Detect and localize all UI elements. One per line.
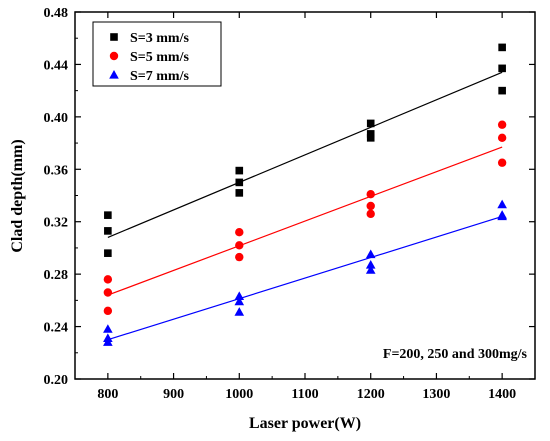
data-point bbox=[234, 307, 245, 316]
data-points bbox=[103, 43, 507, 346]
data-point bbox=[366, 201, 375, 211]
y-tick-label: 0.32 bbox=[44, 216, 69, 231]
fit-line bbox=[107, 71, 503, 238]
data-point bbox=[366, 119, 375, 128]
x-tick-label: 900 bbox=[163, 387, 184, 402]
data-point bbox=[235, 166, 244, 175]
data-point bbox=[498, 86, 506, 95]
x-tick-label: 1100 bbox=[291, 387, 318, 402]
data-point bbox=[103, 288, 113, 297]
legend-marker bbox=[109, 51, 119, 61]
x-tick-label: 1300 bbox=[422, 387, 450, 402]
data-point bbox=[235, 252, 244, 262]
y-tick-label: 0.40 bbox=[44, 111, 69, 126]
fit-line bbox=[107, 146, 503, 296]
x-tick-label: 1400 bbox=[488, 387, 516, 402]
x-axis-title: Laser power(W) bbox=[249, 415, 361, 432]
data-point bbox=[235, 178, 244, 187]
y-axis-title: Clad depth(mm) bbox=[9, 139, 26, 252]
data-point bbox=[104, 249, 112, 257]
data-point bbox=[365, 259, 376, 269]
annotation-text: F=200, 250 and 300mg/s bbox=[383, 347, 528, 362]
data-point bbox=[104, 211, 112, 219]
legend-label: S=5 mm/s bbox=[130, 50, 189, 65]
y-tick-label: 0.36 bbox=[44, 163, 69, 178]
data-point bbox=[235, 241, 244, 250]
data-point bbox=[366, 209, 375, 219]
data-point bbox=[234, 296, 245, 306]
data-point bbox=[235, 228, 244, 237]
data-point bbox=[498, 43, 506, 52]
axis-ticks: 800 900 1000 1100 1200 1300 1400 0.20 0.24 0.28 0.… bbox=[44, 6, 535, 402]
fit-line bbox=[107, 215, 503, 341]
y-tick-label: 0.44 bbox=[44, 58, 69, 73]
data-point bbox=[103, 306, 113, 316]
legend: S=3 mm/s S=5 mm/s S=7 mm/s bbox=[92, 21, 222, 87]
y-tick-label: 0.28 bbox=[44, 268, 69, 283]
data-point bbox=[497, 199, 507, 209]
legend-marker bbox=[110, 33, 118, 41]
data-point bbox=[103, 337, 113, 346]
y-tick-label: 0.24 bbox=[44, 321, 69, 336]
data-point bbox=[497, 211, 507, 221]
data-point bbox=[497, 133, 507, 143]
data-point bbox=[497, 158, 507, 167]
legend-label: S=7 mm/s bbox=[130, 69, 189, 84]
fit-lines bbox=[107, 71, 503, 341]
data-point bbox=[365, 265, 376, 274]
x-tick-label: 1000 bbox=[225, 387, 253, 402]
data-point bbox=[366, 130, 375, 138]
data-point bbox=[235, 189, 244, 197]
data-point bbox=[104, 227, 112, 235]
x-tick-label: 1200 bbox=[357, 387, 385, 402]
x-tick-label: 800 bbox=[97, 387, 118, 402]
data-point bbox=[366, 189, 375, 199]
data-point bbox=[497, 120, 507, 129]
y-tick-label: 0.48 bbox=[44, 6, 69, 21]
data-point bbox=[366, 134, 375, 142]
data-point bbox=[103, 275, 113, 284]
legend-marker bbox=[109, 70, 119, 79]
y-tick-label: 0.20 bbox=[44, 373, 69, 388]
data-point bbox=[103, 324, 113, 333]
legend-label: S=3 mm/s bbox=[130, 31, 189, 46]
data-point bbox=[365, 249, 376, 259]
data-point bbox=[498, 64, 506, 73]
data-point bbox=[234, 291, 245, 301]
